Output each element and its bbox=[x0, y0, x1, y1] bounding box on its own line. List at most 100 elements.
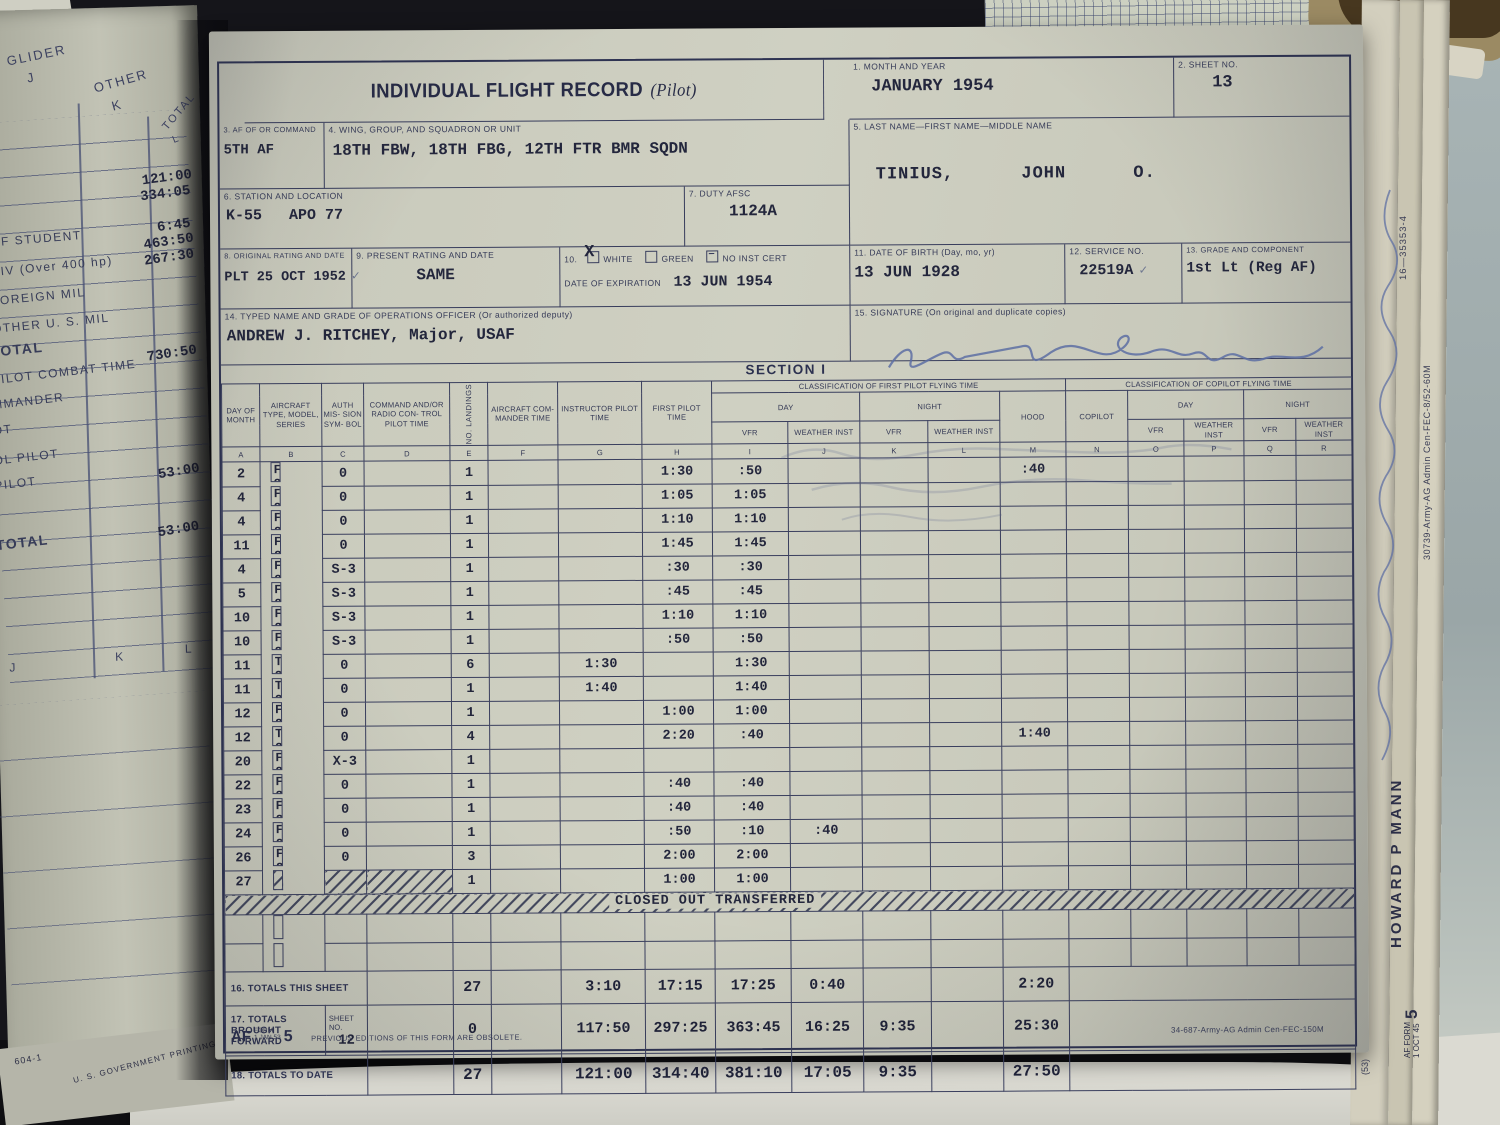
flight-cell: 1:10 bbox=[712, 507, 789, 532]
totals-value bbox=[491, 970, 562, 1005]
flight-cell: T-33A bbox=[271, 678, 282, 699]
flight-cell bbox=[490, 868, 561, 894]
flight-cell bbox=[788, 531, 861, 556]
flight-cell bbox=[1244, 504, 1297, 529]
flight-cell bbox=[861, 698, 930, 723]
flight-cell bbox=[558, 484, 643, 509]
flight-cell bbox=[364, 461, 451, 487]
flight-cell: F-86F bbox=[271, 582, 282, 603]
flight-cell: F-86F bbox=[270, 510, 281, 531]
flight-cell bbox=[489, 724, 560, 750]
flight-cell bbox=[1067, 625, 1130, 650]
flight-cell bbox=[862, 866, 931, 892]
flight-cell bbox=[929, 674, 1002, 699]
flight-cell bbox=[1128, 577, 1185, 602]
flight-cell bbox=[1129, 721, 1186, 746]
col-mission-header: AUTH MIS- SION SYM- BOL bbox=[321, 383, 364, 447]
flight-cell: 1 bbox=[452, 821, 491, 846]
flight-cell bbox=[1000, 553, 1067, 579]
hood-header: HOOD bbox=[999, 391, 1066, 443]
flight-cell bbox=[789, 650, 862, 676]
flight-cell bbox=[1296, 503, 1353, 529]
flight-cell: 1:10 bbox=[642, 603, 714, 629]
flight-cell bbox=[1127, 456, 1185, 482]
totals-value bbox=[367, 1054, 454, 1096]
flight-cell bbox=[1297, 719, 1354, 745]
flight-cell: :30 bbox=[712, 555, 789, 580]
flight-cell: :40 bbox=[713, 723, 790, 748]
flight-cell bbox=[365, 629, 452, 655]
flight-cell: 1:45 bbox=[642, 531, 713, 557]
x-mark: X bbox=[584, 243, 595, 263]
col-commander-header: AIRCRAFT COM- MANDER TIME bbox=[487, 381, 558, 446]
flight-cell bbox=[1067, 721, 1130, 746]
vfr-header: VFR bbox=[1243, 418, 1296, 442]
flight-cell bbox=[930, 842, 1003, 867]
flight-cell bbox=[1002, 841, 1069, 867]
flight-cell bbox=[1245, 648, 1298, 673]
flight-cell bbox=[1066, 529, 1129, 554]
flight-cell: 22 bbox=[223, 774, 263, 799]
flight-cell: 12 bbox=[223, 726, 262, 751]
flight-cell bbox=[1245, 696, 1298, 721]
flight-cell bbox=[789, 626, 862, 652]
flight-cell: 11 bbox=[223, 654, 262, 679]
flight-cell: 1:00 bbox=[643, 699, 714, 725]
totals-value: 17:25 bbox=[715, 968, 792, 1004]
flight-cell bbox=[790, 866, 863, 892]
flight-cell bbox=[559, 628, 644, 653]
col-command-header: COMMAND AND/OR RADIO CON- TROL PILOT TIM… bbox=[363, 382, 450, 447]
flight-cell: 0 bbox=[323, 774, 367, 799]
flight-cell bbox=[560, 868, 645, 894]
flight-cell: 1 bbox=[450, 557, 489, 582]
flight-cell: F-86F bbox=[272, 774, 283, 795]
weather-inst-header: WEATHER INST bbox=[787, 421, 860, 444]
flight-cell bbox=[488, 484, 559, 510]
flight-cell bbox=[1298, 791, 1355, 817]
form-border: INDIVIDUAL FLIGHT RECORD (Pilot) 1. MONT… bbox=[217, 54, 1358, 1097]
flight-cell: :40 bbox=[713, 771, 791, 796]
column-letter: N bbox=[1065, 441, 1128, 458]
column-letter: B bbox=[259, 446, 323, 463]
totals-value: 9:35 bbox=[863, 1052, 932, 1093]
flight-cell: 12 bbox=[223, 702, 262, 727]
flight-cell: S-3 bbox=[322, 558, 365, 583]
left-col-glider: GLIDER bbox=[5, 41, 68, 69]
edge-print-imprint: 30739-Army-AG Admin Cen-FEC-8/52-60M bbox=[1422, 364, 1432, 560]
flight-cell bbox=[1068, 817, 1131, 842]
flight-cell: 1:30 bbox=[713, 651, 790, 676]
flight-cell: 0 bbox=[322, 534, 365, 559]
totals-value: 0:40 bbox=[791, 968, 864, 1003]
flight-cell: 0 bbox=[324, 846, 367, 871]
totals-value bbox=[931, 1051, 1004, 1093]
column-letter: E bbox=[449, 445, 488, 462]
totals-value bbox=[491, 1054, 562, 1095]
flight-cell bbox=[364, 581, 451, 607]
no-inst-checkbox: – bbox=[706, 247, 719, 263]
white-checkbox: X bbox=[584, 243, 600, 264]
vfr-header: VFR bbox=[711, 421, 788, 445]
expiration-date: 13 JUN 1954 bbox=[673, 273, 773, 291]
totals-value: 381:10 bbox=[715, 1052, 792, 1094]
field-original-rating: 8. ORIGINAL RATING AND DATE PLT 25 OCT 1… bbox=[220, 248, 360, 310]
flight-cell: 1:00 bbox=[713, 699, 790, 724]
flight-cell: :45 bbox=[712, 579, 789, 604]
flight-cell bbox=[1067, 673, 1130, 698]
flight-cell: :30 bbox=[642, 555, 713, 581]
flight-cell: F-86F bbox=[271, 630, 282, 651]
flight-cell bbox=[1066, 577, 1129, 602]
flight-cell bbox=[1002, 817, 1069, 843]
flight-cell bbox=[789, 746, 862, 772]
flight-cell bbox=[365, 701, 452, 727]
flight-cell: :45 bbox=[642, 579, 713, 605]
flight-cell bbox=[489, 772, 561, 798]
flight-cell bbox=[1298, 815, 1355, 841]
flight-cell: 2:00 bbox=[714, 843, 791, 868]
flight-cell bbox=[1297, 671, 1354, 697]
flight-cell: X-3 bbox=[323, 750, 366, 775]
check-mark: ✓ bbox=[1139, 262, 1148, 278]
flight-cell bbox=[1001, 697, 1068, 723]
flight-cell: 1:10 bbox=[712, 603, 790, 628]
flight-cell bbox=[1129, 745, 1186, 770]
flight-cell: 1:05 bbox=[642, 483, 713, 509]
